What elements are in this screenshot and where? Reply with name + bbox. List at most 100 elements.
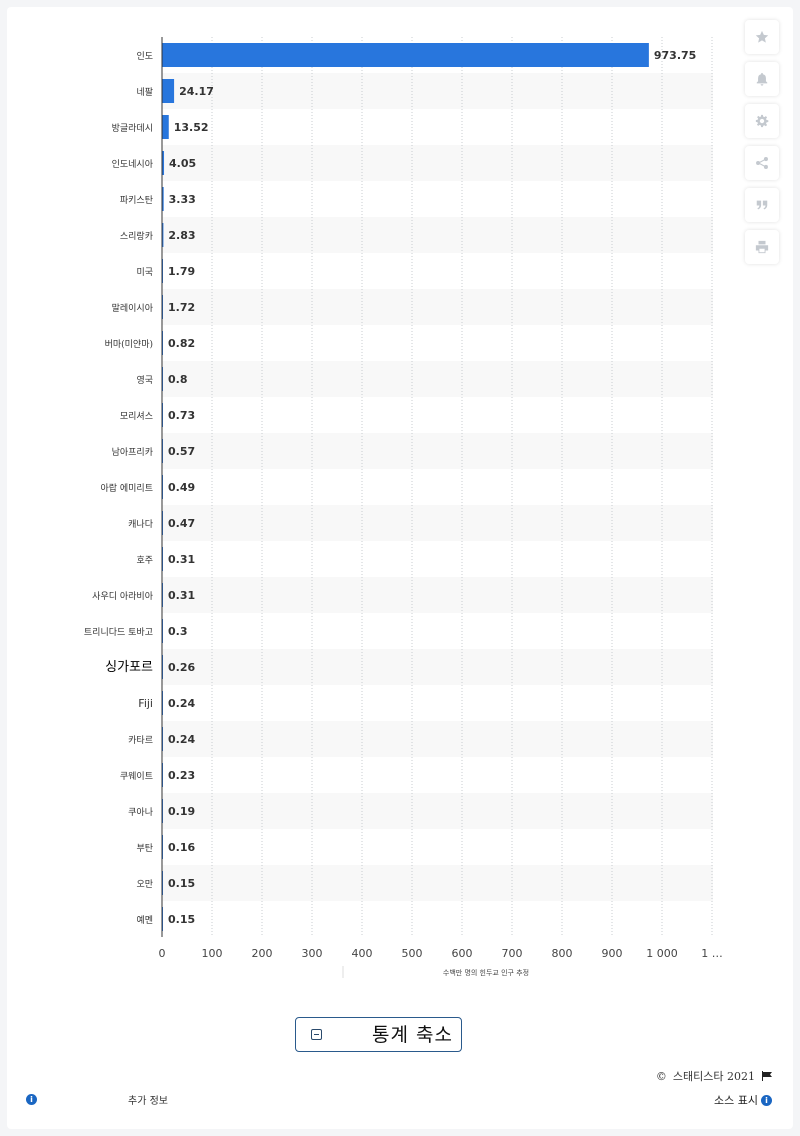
print-icon bbox=[755, 240, 769, 254]
x-tick-label: 800 bbox=[552, 947, 573, 960]
category-label: 인도 bbox=[136, 51, 153, 62]
category-label: 모리셔스 bbox=[120, 411, 153, 422]
x-tick-label: 200 bbox=[252, 947, 273, 960]
collapse-statistic-button[interactable]: 통계 축소 bbox=[295, 1017, 462, 1052]
value-label: 0.3 bbox=[168, 625, 188, 638]
row-stripe bbox=[162, 145, 713, 181]
category-label: 사우디 아라비아 bbox=[92, 591, 154, 602]
value-label: 13.52 bbox=[174, 121, 209, 134]
info-icon[interactable]: i bbox=[26, 1094, 37, 1105]
category-label: 아랍 에미리트 bbox=[100, 483, 153, 494]
category-label: 캐나다 bbox=[128, 519, 154, 530]
category-label: 버마(미얀마) bbox=[105, 338, 153, 350]
value-label: 0.23 bbox=[168, 769, 195, 782]
x-tick-label: 100 bbox=[202, 947, 223, 960]
bar bbox=[162, 43, 649, 67]
x-axis-title: 수백만 명의 힌두교 인구 추정 bbox=[443, 968, 529, 977]
row-stripe bbox=[162, 505, 713, 541]
value-label: 2.83 bbox=[168, 229, 195, 242]
value-label: 0.82 bbox=[168, 337, 195, 350]
more-info-link[interactable]: 추가 정보 bbox=[128, 1096, 168, 1107]
category-label: 미국 bbox=[136, 267, 153, 278]
category-label: 파키스탄 bbox=[120, 195, 153, 206]
source-info-icon: i bbox=[761, 1094, 772, 1106]
row-stripe bbox=[162, 433, 713, 469]
x-tick-label: 500 bbox=[402, 947, 423, 960]
row-stripe bbox=[162, 289, 713, 325]
share-icon bbox=[756, 157, 768, 169]
value-label: 0.15 bbox=[168, 913, 195, 926]
settings-button[interactable] bbox=[745, 104, 779, 138]
bar bbox=[162, 115, 169, 139]
notification-button[interactable] bbox=[745, 62, 779, 96]
x-tick-label: 900 bbox=[602, 947, 623, 960]
category-label: 스리랑카 bbox=[120, 230, 153, 242]
category-label: 인도네시아 bbox=[112, 159, 154, 170]
favorite-button[interactable] bbox=[745, 20, 779, 54]
x-tick-label: 1 … bbox=[701, 947, 723, 960]
row-stripe bbox=[162, 361, 713, 397]
bell-icon bbox=[756, 72, 768, 86]
category-label: 카타르 bbox=[128, 735, 153, 746]
category-label: 네팔 bbox=[136, 86, 153, 98]
value-label: 24.17 bbox=[179, 85, 214, 98]
category-label: 남아프리카 bbox=[112, 447, 153, 458]
category-label: 호주 bbox=[136, 555, 153, 566]
value-label: 1.72 bbox=[168, 301, 195, 314]
show-source-label: 소스 표시 bbox=[714, 1094, 758, 1107]
minus-icon bbox=[311, 1029, 322, 1040]
copyright: © 스태티스타 2021 bbox=[656, 1068, 773, 1084]
x-tick-label: 700 bbox=[502, 947, 523, 960]
copyright-icon: © bbox=[655, 1069, 667, 1083]
cite-button[interactable] bbox=[745, 188, 779, 222]
value-label: 1.79 bbox=[168, 265, 195, 278]
value-label: 0.26 bbox=[168, 661, 195, 674]
value-label: 0.15 bbox=[168, 877, 195, 890]
value-label: 0.16 bbox=[168, 841, 195, 854]
flag-icon[interactable] bbox=[761, 1071, 773, 1081]
value-labels: 973.75 24.17 13.52 4.05 3.33 2.83 1.79 1.72 0.82… bbox=[168, 49, 696, 926]
show-source-link[interactable]: 소스 표시 i bbox=[714, 1092, 772, 1108]
category-label: 영국 bbox=[136, 375, 153, 386]
row-stripe bbox=[162, 865, 713, 901]
row-stripe bbox=[162, 73, 713, 109]
category-label: 쿠아나 bbox=[128, 807, 153, 818]
value-label: 0.31 bbox=[168, 589, 195, 602]
category-label: 트리니다드 토바고 bbox=[84, 627, 153, 638]
value-label: 0.73 bbox=[168, 409, 195, 422]
share-button[interactable] bbox=[745, 146, 779, 180]
value-label: 0.31 bbox=[168, 553, 195, 566]
star-icon bbox=[755, 30, 769, 43]
bar bbox=[162, 223, 164, 247]
value-label: 4.05 bbox=[169, 157, 196, 170]
row-stripe bbox=[162, 793, 713, 829]
x-tick-label: 600 bbox=[452, 947, 473, 960]
x-tick-label: 300 bbox=[302, 947, 323, 960]
category-label: 오만 bbox=[136, 879, 153, 890]
category-label: 방글라데시 bbox=[112, 123, 153, 134]
row-stripe bbox=[162, 721, 713, 757]
category-label: 부탄 bbox=[136, 843, 153, 854]
print-button[interactable] bbox=[745, 230, 779, 264]
value-label: 0.19 bbox=[168, 805, 195, 818]
value-label: 0.47 bbox=[168, 517, 195, 530]
x-tick-label: 0 bbox=[159, 947, 166, 960]
value-label: 3.33 bbox=[169, 193, 196, 206]
value-label: 973.75 bbox=[654, 49, 696, 62]
row-stripes bbox=[162, 73, 713, 901]
value-label: 0.57 bbox=[168, 445, 195, 458]
bar bbox=[162, 79, 175, 103]
x-axis-ticks: 0 100 200 300 400 500 600 700 800 900 1 000 1 … bbox=[159, 947, 723, 960]
value-label: 0.8 bbox=[168, 373, 188, 386]
category-label: 쿠웨이트 bbox=[120, 770, 153, 782]
value-label: 0.24 bbox=[168, 697, 195, 710]
category-label: 예멘 bbox=[136, 915, 153, 926]
bar bbox=[162, 151, 165, 175]
row-stripe bbox=[162, 649, 713, 685]
value-label: 0.49 bbox=[168, 481, 195, 494]
value-label: 0.24 bbox=[168, 733, 195, 746]
category-label: 말레이시아 bbox=[112, 302, 154, 314]
category-label: Fiji bbox=[138, 697, 153, 710]
